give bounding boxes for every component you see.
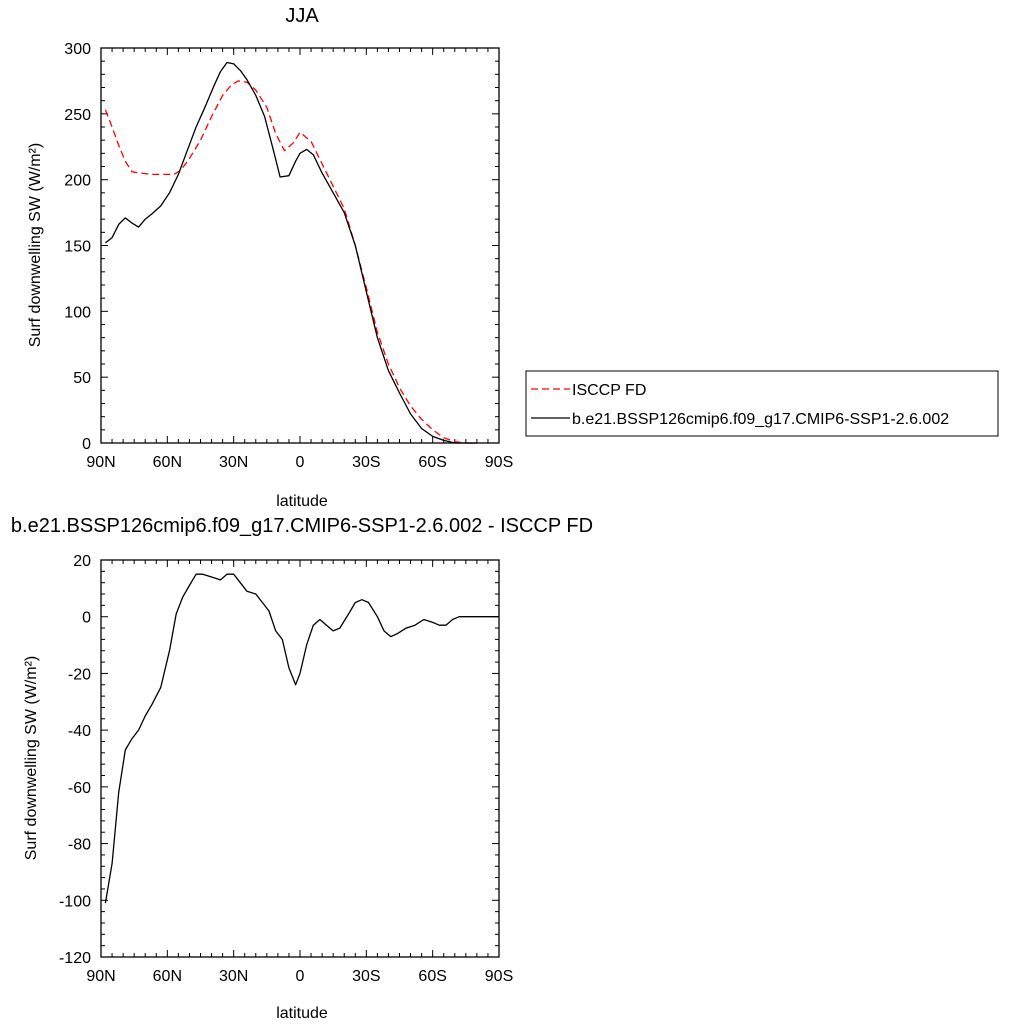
bottom-y-axis-label: Surf downwelling SW (W/m²): [23, 656, 40, 860]
y-tick-label: -120: [59, 950, 91, 967]
y-tick-label: 200: [64, 173, 91, 190]
x-tick-label: 60N: [153, 454, 182, 471]
bottom-chart-title: b.e21.BSSP126cmip6.f09_g17.CMIP6-SSP1-2.…: [11, 515, 593, 537]
x-tick-label: 30S: [352, 968, 380, 985]
top-chart: JJA 90N 60N 30N 0 30S 60S 90S 0 50 100 150 200 250 30…: [27, 5, 999, 510]
x-tick-label: 60N: [153, 968, 182, 985]
y-tick-label: -40: [68, 723, 91, 740]
y-tick-label: 50: [73, 370, 91, 387]
top-x-axis-label: latitude: [276, 493, 328, 510]
y-tick-label: 300: [64, 41, 91, 58]
top-chart-title: JJA: [285, 5, 319, 27]
y-tick-label: -60: [68, 780, 91, 797]
x-tick-label: 30N: [219, 968, 248, 985]
legend: ISCCP FD b.e21.BSSP126cmip6.f09_g17.CMIP…: [525, 370, 999, 437]
x-tick-label: 90N: [86, 968, 115, 985]
y-tick-label: 20: [73, 553, 91, 570]
bottom-plot-frame: [100, 559, 500, 958]
bottom-axis-ticks: 90N 60N 30N 0 30S 60S 90S -120 -100 -80 -60 -40 -20 0…: [59, 553, 513, 985]
legend-label-isccp: ISCCP FD: [572, 382, 646, 399]
legend-label-model: b.e21.BSSP126cmip6.f09_g17.CMIP6-SSP1-2.…: [572, 411, 949, 428]
x-tick-label: 30N: [219, 454, 248, 471]
x-tick-label: 90S: [485, 968, 513, 985]
bottom-series-lines: [104, 573, 499, 904]
y-tick-label: -80: [68, 837, 91, 854]
top-plot-frame: [100, 47, 500, 444]
bottom-x-axis-label: latitude: [276, 1005, 328, 1022]
x-tick-label: 60S: [418, 968, 446, 985]
top-axis-ticks: 90N 60N 30N 0 30S 60S 90S 0 50 100 150 200 250 300: [64, 41, 513, 471]
top-series-lines: [104, 61, 477, 444]
y-tick-label: 0: [82, 610, 91, 627]
top-y-axis-label: Surf downwelling SW (W/m²): [27, 143, 44, 347]
top-series-line-0: [104, 80, 477, 444]
x-tick-label: 90S: [485, 454, 513, 471]
y-tick-label: -100: [59, 893, 91, 910]
x-tick-label: 90N: [86, 454, 115, 471]
y-tick-label: 0: [82, 436, 91, 453]
x-tick-label: 60S: [418, 454, 446, 471]
y-tick-label: 150: [64, 239, 91, 256]
top-series-line-1: [104, 61, 477, 444]
x-tick-label: 0: [296, 968, 305, 985]
legend-box: [525, 370, 999, 437]
bottom-series-line-0: [104, 573, 499, 904]
x-tick-label: 30S: [352, 454, 380, 471]
y-tick-label: 250: [64, 107, 91, 124]
bottom-chart: b.e21.BSSP126cmip6.f09_g17.CMIP6-SSP1-2.…: [11, 515, 593, 1022]
y-tick-label: -20: [68, 666, 91, 683]
x-tick-label: 0: [296, 454, 305, 471]
y-tick-label: 100: [64, 304, 91, 321]
